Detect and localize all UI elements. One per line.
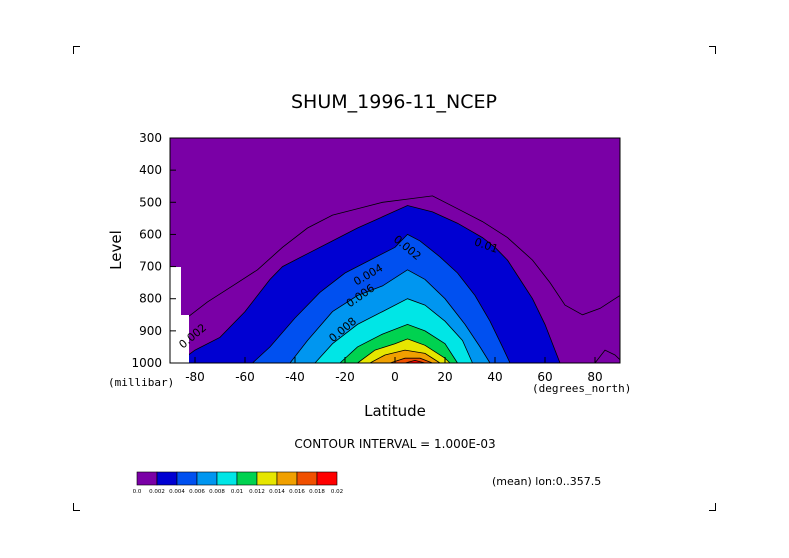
- colorbar-label: 0.02: [331, 489, 343, 495]
- colorbar-swatch: [136, 471, 158, 486]
- contour-line: [177, 205, 561, 364]
- colorbar-swatch: [216, 471, 238, 486]
- x-tick-label: 20: [437, 370, 452, 384]
- contour-line: [289, 269, 491, 364]
- contour-line: [252, 233, 511, 364]
- subset-text: (mean) lon:0..357.5: [492, 475, 601, 488]
- y-tick-label: 900: [139, 324, 162, 338]
- contour-line: [369, 349, 441, 364]
- colorbar-swatch: [176, 471, 198, 486]
- colorbar-label: 0.008: [209, 489, 225, 495]
- crop-mark-top-right: [709, 46, 716, 54]
- x-tick-label: 60: [537, 370, 552, 384]
- y-tick-label: 1000: [131, 356, 162, 370]
- contour-line: [389, 357, 433, 364]
- x-axis-ticks: -80 -60 -40 -20 0 20 40 60 80: [185, 357, 603, 384]
- colorbar-label: 0.014: [269, 489, 285, 495]
- y-axis-ticks: 300 400 500 600 700 800 900 1000: [131, 131, 176, 370]
- contour-interval-text: CONTOUR INTERVAL = 1.000E-03: [294, 437, 495, 451]
- contour-line: [404, 359, 426, 364]
- x-tick-label: -40: [285, 370, 305, 384]
- colorbar-label: 0.018: [309, 489, 325, 495]
- x-axis-units: (degrees_north): [532, 382, 631, 395]
- colorbar-swatch: [156, 471, 178, 486]
- crop-marks: [73, 46, 716, 511]
- missing-data-mask: [170, 267, 181, 363]
- contour-line: [314, 298, 473, 364]
- y-tick-label: 700: [139, 260, 162, 274]
- colorbar-swatch: [316, 471, 338, 486]
- colorbar-label: 0.004: [169, 489, 185, 495]
- x-tick-label: 80: [587, 370, 602, 384]
- x-tick-label: -60: [235, 370, 255, 384]
- x-tick-label: 0: [391, 370, 399, 384]
- colorbar-label: 0.0: [133, 489, 142, 495]
- y-tick-label: 400: [139, 163, 162, 177]
- x-axis-label: Latitude: [364, 402, 426, 420]
- colorbar-label: 0.01: [231, 489, 243, 495]
- x-tick-label: 40: [487, 370, 502, 384]
- colorbar-swatch: [236, 471, 258, 486]
- colorbar-swatch: [276, 471, 298, 486]
- contour-band: [405, 360, 425, 363]
- colorbar-label: 0.002: [149, 489, 165, 495]
- crop-mark-bottom-right: [709, 503, 716, 511]
- contour-line: [594, 349, 621, 364]
- colorbar-label: 0.006: [189, 489, 205, 495]
- x-tick-label: -20: [335, 370, 355, 384]
- y-axis-label: Level: [107, 230, 125, 270]
- colorbar-label: 0.016: [289, 489, 305, 495]
- colorbar-label: 0.012: [249, 489, 265, 495]
- contour-lines: [169, 195, 621, 364]
- colorbar-swatch: [196, 471, 218, 486]
- contour-line: [339, 323, 458, 364]
- y-tick-label: 600: [139, 227, 162, 241]
- colorbar-swatch: [296, 471, 318, 486]
- crop-mark-top-left: [73, 46, 80, 54]
- chart-title: SHUM_1996-11_NCEP: [291, 91, 497, 113]
- y-tick-label: 300: [139, 131, 162, 145]
- y-axis-units: (millibar): [108, 376, 174, 389]
- missing-data-mask: [181, 315, 189, 363]
- y-tick-label: 800: [139, 292, 162, 306]
- colorbar-swatch: [256, 471, 278, 486]
- contour-line: [169, 195, 621, 333]
- y-tick-label: 500: [139, 195, 162, 209]
- colorbar: 0.0 0.002 0.004 0.006 0.008 0.01 0.012 0.014 0.0…: [133, 471, 343, 495]
- x-tick-label: -80: [185, 370, 205, 384]
- crop-mark-bottom-left: [73, 503, 80, 511]
